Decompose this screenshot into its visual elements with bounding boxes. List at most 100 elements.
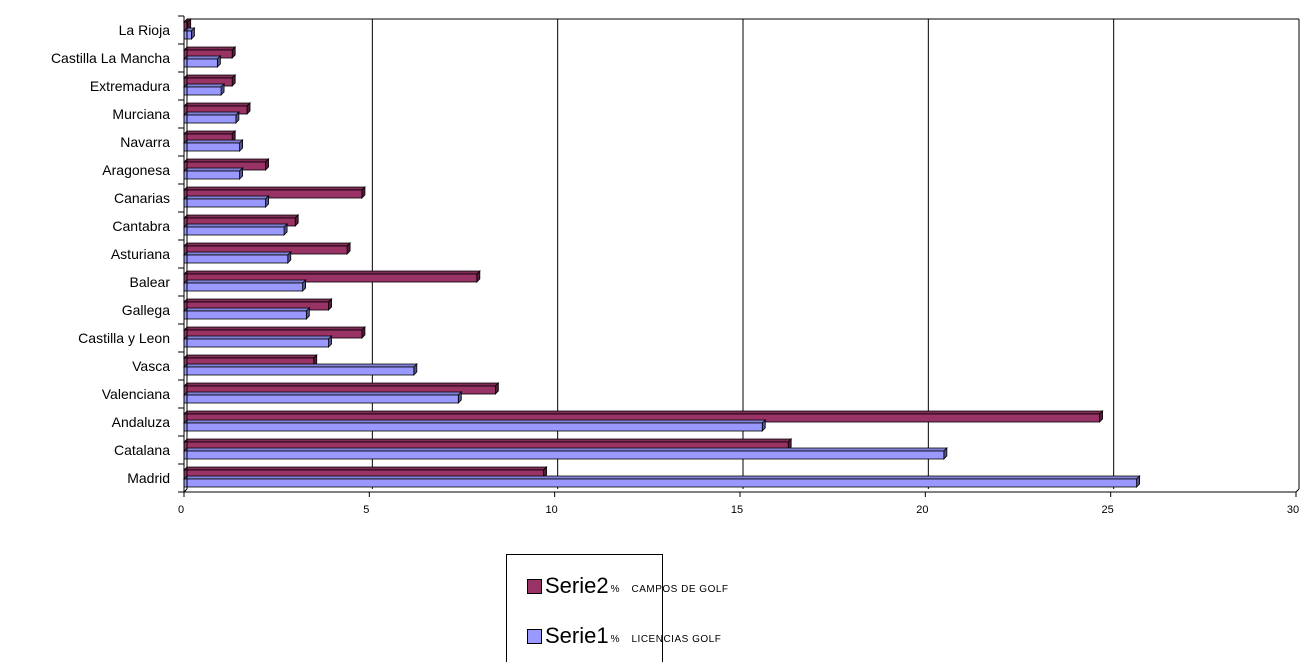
bar-serie1-catalana: [183, 447, 948, 460]
bar-top-face: [183, 382, 500, 387]
legend-series-note: CAMPOS DE GOLF: [631, 583, 729, 595]
x-tick-label: 25: [1102, 504, 1114, 516]
legend-swatch-serie1: [527, 628, 542, 644]
bar-front-face: [183, 450, 945, 460]
bar-top-face: [183, 363, 418, 368]
category-label: Balear: [130, 274, 171, 290]
category-label: Aragonesa: [102, 162, 170, 178]
bar-serie1-cantabra: [183, 223, 289, 236]
bar-front-face: [183, 394, 459, 404]
bar-top-face: [183, 307, 311, 312]
bar-front-face: [183, 254, 289, 264]
tick-labels: 0 5 10 15 20 25 30: [178, 504, 1299, 516]
category-label: Castilla y Leon: [78, 330, 170, 346]
bar-top-face: [183, 214, 300, 219]
bar-serie1-vasca: [183, 363, 418, 376]
bar-top-face: [183, 391, 463, 396]
bar-serie2-castilla-la-mancha: [183, 46, 237, 59]
bar-serie1-andaluza: [183, 419, 767, 432]
bar-top-face: [183, 55, 222, 60]
bar-front-face: [183, 86, 222, 96]
bar-serie2-cantabra: [183, 214, 300, 227]
x-tick-label: 30: [1287, 504, 1299, 516]
category-label: Extremadura: [90, 78, 170, 94]
bar-serie1-aragonesa: [183, 167, 244, 180]
x-tick-label: 15: [731, 504, 743, 516]
legend-series-note: LICENCIAS GOLF: [631, 633, 722, 645]
category-label: Canarias: [114, 190, 170, 206]
legend-series-suffix: %: [610, 633, 620, 645]
bar-serie1-gallega: [183, 307, 311, 320]
x-tick-label: 10: [546, 504, 558, 516]
bar-serie1-murciana: [183, 111, 240, 124]
x-axis-depth: [183, 488, 188, 493]
category-label: Gallega: [122, 302, 170, 318]
bar-top-face: [183, 447, 948, 452]
category-label: Vasca: [132, 358, 170, 374]
category-label: Murciana: [112, 106, 170, 122]
bar-top-face: [183, 438, 793, 443]
bar-serie1-navarra: [183, 139, 244, 152]
bar-serie1-castilla-y-leon: [183, 335, 333, 348]
bar-serie1-balear: [183, 279, 307, 292]
category-labels: Madrid Catalana Andaluza Valenciana Vasca Cas…: [51, 22, 170, 486]
bar-top-face: [183, 158, 270, 163]
bar-top-face: [183, 419, 767, 424]
category-label: Andaluza: [112, 414, 171, 430]
bar-serie2-aragonesa: [183, 158, 270, 171]
bar-top-face: [183, 167, 244, 172]
bar-front-face: [183, 478, 1138, 488]
bar-serie1-valenciana: [183, 391, 463, 404]
category-label: Cantabra: [112, 218, 170, 234]
gridlines: [187, 18, 1300, 489]
bar-front-face: [183, 170, 240, 180]
bar-top-face: [183, 326, 366, 331]
legend-item-serie1: Serie1 % LICENCIAS GOLF: [527, 624, 721, 648]
bar-serie1-extremadura: [183, 83, 226, 96]
bar-top-face: [183, 354, 318, 359]
bar-top-face: [183, 279, 307, 284]
legend: [506, 554, 663, 662]
bar-top-face: [183, 111, 240, 116]
bar-top-face: [183, 186, 366, 191]
x-tick-label: 0: [178, 504, 184, 516]
legend-swatch-serie2: [527, 578, 542, 594]
category-label: Madrid: [127, 470, 170, 486]
bar-top-face: [183, 298, 333, 303]
bar-top-face: [183, 270, 481, 275]
bar-serie1-asturiana: [183, 251, 292, 264]
bar-top-face: [183, 466, 548, 471]
axes: [178, 15, 1300, 497]
category-label: La Rioja: [119, 22, 171, 38]
bar-front-face: [183, 114, 237, 124]
x-tick-label: 5: [363, 504, 369, 516]
legend-series-name: Serie1: [545, 623, 609, 648]
bar-serie2-asturiana: [183, 242, 352, 255]
bar-serie2-extremadura: [183, 74, 237, 87]
bar-front-face: [183, 198, 266, 208]
x-axis-depth-right: [1295, 488, 1300, 493]
bar-top-face: [183, 83, 226, 88]
bar-top-face: [183, 130, 237, 135]
bar-serie1-canarias: [183, 195, 270, 208]
bar-top-face: [183, 46, 237, 51]
legend-series-suffix: %: [610, 583, 620, 595]
bar-top-face: [183, 223, 289, 228]
bar-serie2-la-rioja: [183, 18, 192, 31]
bar-front-face: [183, 226, 285, 236]
bar-serie1-castilla-la-mancha: [183, 55, 222, 68]
bar-top-face: [183, 242, 352, 247]
category-label: Castilla La Mancha: [51, 50, 170, 66]
bar-top-face: [183, 195, 270, 200]
bars: [183, 18, 1141, 488]
bar-top-face: [183, 251, 292, 256]
bar-top-face: [183, 335, 333, 340]
bar-front-face: [183, 282, 304, 292]
bar-front-face: [183, 366, 415, 376]
bar-front-face: [183, 338, 329, 348]
bar-serie1-madrid: [183, 475, 1141, 488]
legend-item-serie2: Serie2 % CAMPOS DE GOLF: [527, 574, 729, 598]
category-label: Asturiana: [111, 246, 170, 262]
bar-top-face: [183, 410, 1104, 415]
